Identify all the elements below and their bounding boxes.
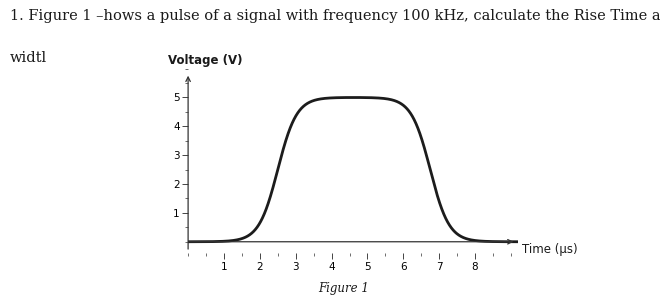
Text: Figure 1: Figure 1 (317, 282, 369, 295)
Text: widtl: widtl (10, 51, 47, 65)
Text: 1. Figure 1 –hows a pulse of a signal with frequency 100 kHz, calculate the Rise: 1. Figure 1 –hows a pulse of a signal wi… (10, 9, 660, 23)
Text: Voltage (V): Voltage (V) (168, 54, 243, 67)
Text: Time (μs): Time (μs) (521, 243, 578, 256)
